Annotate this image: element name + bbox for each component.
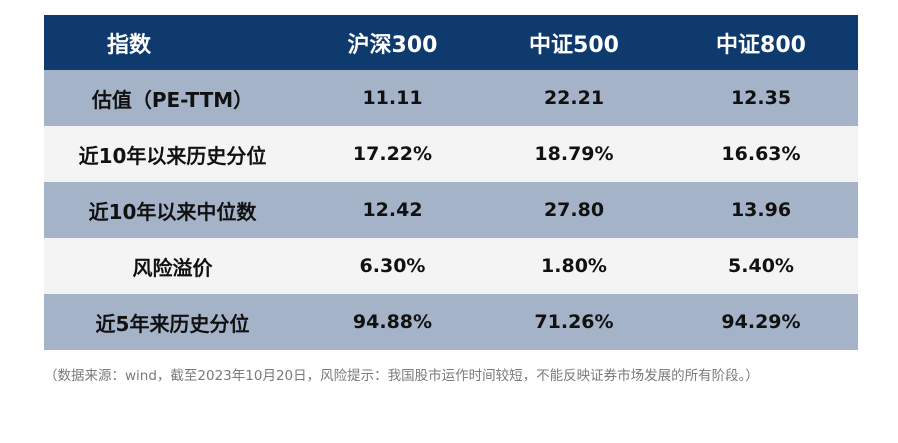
cell-zz800: 5.40% [728,255,794,277]
cell-zz800: 16.63% [721,143,801,165]
source-footnote: （数据来源：wind，截至2023年10月20日，风险提示：我国股市运作时间较短… [44,368,759,384]
cell-zz500: 22.21 [543,87,605,109]
table-row-5y-percentile: 近5年来历史分位 94.88% 71.26% 94.29% [44,294,858,350]
cell-zz500: 71.26% [534,311,614,333]
cell-hs300: 11.11 [362,87,423,109]
header-hs300: 沪深300 [347,32,438,58]
row-label: 估值（PE-TTM） [91,87,254,112]
table-row-risk-premium: 风险溢价 6.30% 1.80% 5.40% [44,238,858,294]
row-label: 近10年以来中位数 [88,199,257,224]
cell-hs300: 94.88% [352,311,433,333]
table-row-10y-percentile: 近10年以来历史分位 17.22% 18.79% 16.63% [44,126,858,182]
table-header-row: 指数 沪深300 中证500 中证800 [44,15,858,70]
cell-zz500: 27.80 [543,199,605,221]
valuation-table-container: 指数 沪深300 中证500 中证800 估值（PE-TTM） 11.11 22… [44,15,858,350]
cell-hs300: 12.42 [362,199,423,221]
cell-zz500: 1.80% [541,255,607,277]
cell-zz800: 94.29% [721,311,801,333]
header-zz800: 中证800 [716,32,806,58]
header-zz500: 中证500 [529,32,619,58]
row-label: 风险溢价 [132,255,213,280]
valuation-table: 指数 沪深300 中证500 中证800 估值（PE-TTM） 11.11 22… [44,15,858,350]
cell-zz800: 12.35 [730,87,792,109]
table-row-10y-median: 近10年以来中位数 12.42 27.80 13.96 [44,182,858,238]
header-index: 指数 [107,32,152,58]
row-label: 近10年以来历史分位 [78,143,267,168]
cell-zz800: 13.96 [730,199,792,221]
table-row-pe-ttm: 估值（PE-TTM） 11.11 22.21 12.35 [44,70,858,126]
cell-hs300: 17.22% [352,143,433,165]
cell-hs300: 6.30% [359,255,426,277]
row-label: 近5年来历史分位 [95,311,250,336]
cell-zz500: 18.79% [534,143,614,165]
